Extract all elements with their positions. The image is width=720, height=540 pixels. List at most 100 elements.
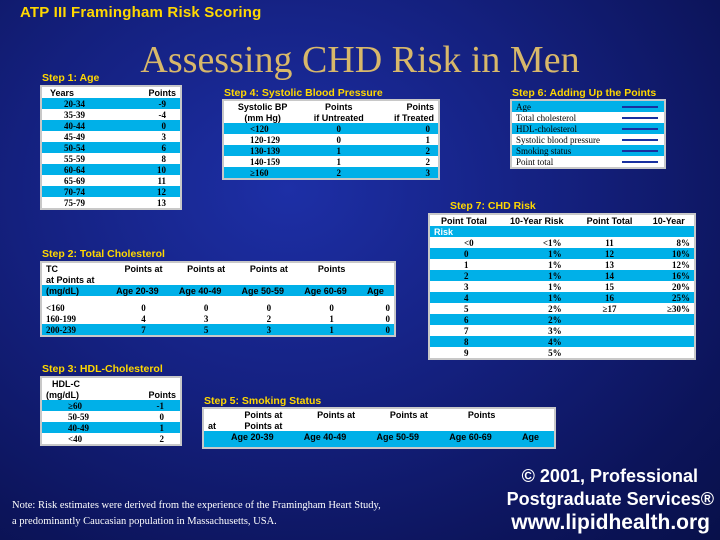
table-cell: 25% [643, 292, 694, 303]
table-cell: 1 [425, 134, 431, 145]
table-cell: 12% [672, 259, 690, 270]
table-cell: 15 [605, 281, 615, 292]
table-cell: 2% [497, 314, 576, 325]
step5-label: Step 5: Smoking Status [204, 395, 322, 407]
col-header: Points [324, 101, 353, 112]
table-row: <120 0 0 [224, 123, 438, 134]
line-mark [622, 128, 658, 131]
col-header: if Untreated [313, 112, 364, 123]
table-cell: 75-79 [64, 197, 85, 208]
table-cell: 1% [497, 292, 576, 303]
table-cell: 45-49 [64, 131, 85, 142]
table-cell: 11 [605, 237, 614, 248]
table-cell: 8 [430, 336, 498, 347]
col-header: Points [406, 101, 434, 112]
table-row: 35-39 -4 [42, 109, 180, 120]
line-mark [622, 161, 658, 164]
col-header: Risk [430, 226, 498, 237]
table-cell: 3 [237, 324, 301, 335]
copyright-line: Postgraduate Services® [506, 489, 714, 509]
table-row: HDL-cholesterol [512, 123, 664, 134]
table-row: 5 2% ≥17 ≥30% [430, 303, 694, 314]
footnote: Note: Risk estimates were derived from t… [12, 498, 381, 530]
col-header: Point Total [586, 215, 633, 226]
col-header: Points at [389, 409, 428, 420]
table-row: 65-69 11 [42, 175, 180, 186]
line-mark [622, 139, 658, 142]
table-cell: <160 [46, 302, 65, 313]
table-cell: 3 [376, 167, 438, 178]
table-row: ≥60 -1 [42, 400, 180, 411]
table-cell: 2 [430, 270, 498, 281]
step6-label: Step 6: Adding Up the Points [512, 87, 657, 99]
col-header: Systolic BP [237, 101, 288, 112]
col-header: Point Total [441, 215, 487, 226]
table-cell: 1 [123, 422, 180, 433]
table-cell: 1 [300, 324, 363, 335]
table-row: 75-79 13 [42, 197, 180, 208]
table-row: 9 5% [430, 347, 694, 358]
website-link[interactable]: www.lipidhealth.org [511, 511, 710, 534]
col-header: Points [148, 87, 176, 98]
table-row: 1 1% 13 12% [430, 259, 694, 270]
table-cell: <1% [542, 237, 562, 248]
col-header: Age 50-59 [372, 431, 446, 442]
step2-table: TC Points at Points at Points at Points at P… [40, 261, 396, 337]
table-cell: Total cholesterol [516, 112, 577, 123]
table-cell: 6 [120, 142, 180, 153]
table-cell: 120-129 [250, 134, 280, 145]
table-row: Systolic blood pressure [512, 134, 664, 145]
col-header: Years [50, 87, 75, 98]
table-cell: <40 [68, 433, 83, 444]
table-cell: 6 [430, 314, 498, 325]
col-header: at Points at [46, 274, 95, 285]
table-cell: 2 [266, 313, 272, 324]
table-cell: Systolic blood pressure [516, 134, 600, 145]
table-row: 160-199 4 3 2 1 0 [42, 313, 394, 324]
table-row: 140-159 1 2 [224, 156, 438, 167]
table-cell: 1% [548, 259, 562, 270]
table-row: <160 0 0 0 0 0 [42, 302, 394, 313]
table-cell: 7 [464, 325, 469, 336]
table-cell: 0 [376, 123, 438, 134]
step1-table: Years Points 20-34 -9 35-39 -4 40-44 0 45-49 3 50… [40, 85, 182, 210]
step5-table: Points at Points at Points at Points at Poin… [202, 407, 556, 449]
table-row: Point total [512, 156, 664, 167]
col-header: 10-Year [652, 215, 685, 226]
table-cell: 13 [157, 197, 166, 208]
table-cell: 13 [605, 259, 615, 270]
table-row: Age [512, 101, 664, 112]
table-row: 50-59 0 [42, 411, 180, 422]
table-cell: 1% [497, 270, 576, 281]
step3-label: Step 3: HDL-Cholesterol [42, 363, 163, 375]
table-cell [643, 325, 694, 336]
line-mark [622, 150, 658, 153]
table-cell: 3 [161, 131, 167, 142]
table-cell: 200-239 [42, 324, 113, 335]
slide-title: Assessing CHD Risk in Men [140, 39, 580, 81]
table-cell: 4 [430, 292, 498, 303]
table-cell: 0 [385, 302, 391, 313]
col-header: (mm Hg) [244, 112, 281, 123]
table-cell: 160-199 [46, 313, 76, 324]
table-cell: 3% [548, 325, 562, 336]
table-row: 130-139 1 2 [224, 145, 438, 156]
table-cell: 3 [464, 281, 469, 292]
table-cell: 10% [643, 248, 694, 259]
table-cell: 12 [120, 186, 180, 197]
table-cell: 50-59 [68, 411, 89, 422]
line-mark [622, 106, 658, 109]
table-cell: Point total [516, 156, 554, 167]
table-cell: 55-59 [64, 153, 85, 164]
table-row: 60-64 10 [42, 164, 180, 175]
table-row: ≥160 2 3 [224, 167, 438, 178]
step7-table: Point Total 10-Year Risk Point Total 10-Yea… [428, 213, 696, 360]
col-header: Points at [249, 263, 288, 274]
table-cell: 2 [159, 433, 165, 444]
table-cell: 1 [464, 259, 469, 270]
step4-table: Systolic BP Points Points (mm Hg) if Untrea… [222, 99, 440, 180]
table-cell: 40-49 [42, 422, 124, 433]
table-cell: 16 [575, 292, 644, 303]
table-row: 40-44 0 [42, 120, 180, 131]
blank-line [613, 156, 664, 167]
